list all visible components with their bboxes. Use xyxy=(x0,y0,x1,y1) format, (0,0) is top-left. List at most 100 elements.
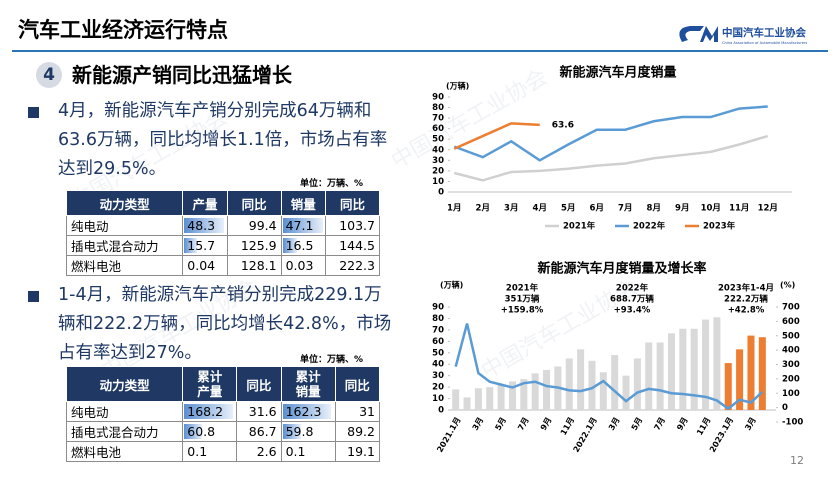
bar xyxy=(520,379,528,410)
bar xyxy=(531,373,539,410)
table-cell: 插电式混合动力 xyxy=(65,235,184,256)
bar xyxy=(645,342,653,410)
x-tick-label: 1月 xyxy=(447,204,461,214)
bar xyxy=(747,335,755,410)
watermark: 中国汽车工业协会 xyxy=(387,65,552,175)
bar xyxy=(622,375,630,410)
y-tick-label: 60 xyxy=(432,337,444,347)
annotation: +93.4% xyxy=(614,306,651,316)
table-cell: 125.9 xyxy=(226,235,282,256)
header-text: 销量 xyxy=(290,196,316,212)
annotation: 688.7万辆 xyxy=(610,294,654,305)
y-tick-label: 30 xyxy=(432,371,444,381)
y-tick-label: 40 xyxy=(432,360,444,370)
table-row: 燃料电池 0.1 2.6 0.1 19.1 xyxy=(65,441,381,462)
bar xyxy=(724,363,732,410)
cell-text: 222.3 xyxy=(339,258,375,273)
x-tick-label: 11月 xyxy=(729,204,749,214)
bar xyxy=(656,342,664,410)
y-tick-label: 90 xyxy=(432,93,444,103)
y2-tick-label: 700 xyxy=(782,303,800,313)
y2-tick-label: 100 xyxy=(782,389,800,399)
table-cell: 纯电动 xyxy=(65,401,184,422)
header-cell: 同比 xyxy=(324,190,381,216)
table: 动力类型 产量 同比 销量 同比 纯电动 48.3 99.4 47.1 103.7 插电式混合动力 1… xyxy=(65,190,381,276)
x-tick-label: 2023.1月 xyxy=(708,416,735,454)
y-tick-label: 60 xyxy=(432,124,444,134)
table-cell: 燃料电池 xyxy=(65,255,184,276)
bullet-text: 1-4月，新能源汽车产销分别完成229.1万辆和222.2万辆，同比均增长42.… xyxy=(58,285,392,363)
cell-text: 燃料电池 xyxy=(71,259,122,274)
bar xyxy=(474,388,482,410)
header-cell: 销量 xyxy=(280,190,326,216)
cell-text: 59.8 xyxy=(285,424,314,439)
header-text: 同比 xyxy=(246,377,272,393)
annotation: +42.8% xyxy=(728,306,765,316)
bar xyxy=(508,381,516,410)
x-tick-label: 3月 xyxy=(743,416,758,432)
table-cell: 222.3 xyxy=(324,255,381,276)
header-cell: 产量 xyxy=(182,190,228,216)
series-line xyxy=(453,122,540,150)
annotation: 351万辆 xyxy=(505,294,540,305)
table-unit: 单位：万辆、% xyxy=(300,355,364,365)
logo-name: 中国汽车工业协会 xyxy=(722,26,806,39)
table-cell: 89.2 xyxy=(334,421,381,442)
data-bar xyxy=(184,424,202,439)
cell-text: 144.5 xyxy=(339,238,375,253)
cell-text: 纯电动 xyxy=(71,219,109,234)
y-tick-label: 0 xyxy=(438,406,444,416)
header-cell: 动力类型 xyxy=(65,366,184,402)
bar xyxy=(497,384,505,410)
x-tick-label: 7月 xyxy=(516,416,531,432)
header-title: 汽车工业经济运行特点 xyxy=(18,18,228,42)
table-cell: 162.3 xyxy=(280,401,336,422)
legend-label: 2023年 xyxy=(703,221,736,232)
y-tick-label: 90 xyxy=(432,303,444,313)
y-tick-label: 20 xyxy=(432,166,444,176)
x-tick-label: 5月 xyxy=(561,204,575,214)
series-line xyxy=(454,323,764,411)
section-number: 4 xyxy=(36,62,62,88)
bar xyxy=(577,349,585,410)
bullet-text: 4月，新能源汽车产销分别完成64万辆和63.6万辆，同比均增长1.1倍，市场占有… xyxy=(58,101,388,179)
y2-tick-label: 600 xyxy=(782,317,800,327)
bar xyxy=(690,328,698,410)
cell-text: 2.6 xyxy=(256,444,277,459)
series-line xyxy=(453,105,768,162)
bullet-marker xyxy=(28,291,39,302)
cell-text: 燃料电池 xyxy=(71,445,122,460)
chart-title: 新能源汽车月度销量及增长率 xyxy=(537,261,706,277)
x-tick-label: 8月 xyxy=(647,204,661,214)
cell-text: 125.9 xyxy=(240,238,277,253)
bar xyxy=(679,328,687,410)
table-cell: 48.3 xyxy=(182,215,228,236)
y2-tick-label: 500 xyxy=(782,331,800,341)
y2-tick-label: -100 xyxy=(782,418,803,428)
cell-text: 0.03 xyxy=(285,258,314,273)
logo: 中国汽车工业协会 China Association of Automobile … xyxy=(679,26,807,45)
y-tick-label: 80 xyxy=(432,314,444,324)
header-cell: 同比 xyxy=(334,366,381,402)
y2-tick-label: 300 xyxy=(782,360,800,370)
bar xyxy=(702,319,710,410)
x-tick-label: 3月 xyxy=(471,416,486,432)
x-tick-label: 7月 xyxy=(652,416,667,432)
x-tick-label: 11月 xyxy=(695,416,712,437)
cell-text: 31.6 xyxy=(248,404,277,419)
table-cell: 0.1 xyxy=(182,441,238,462)
header-cell: 同比 xyxy=(226,190,282,216)
x-tick-label: 9月 xyxy=(539,416,554,432)
bar xyxy=(758,337,766,410)
cell-text: 48.3 xyxy=(187,218,216,233)
data-bar xyxy=(282,424,301,439)
x-tick-label: 5月 xyxy=(493,416,508,432)
table-unit: 单位：万辆、% xyxy=(300,179,364,189)
cell-text: 0.1 xyxy=(187,444,208,459)
y-tick-label: 10 xyxy=(432,177,444,187)
header-text: 同比 xyxy=(339,196,365,212)
cell-text: 128.1 xyxy=(240,258,277,273)
table-cell: 插电式混合动力 xyxy=(65,421,184,442)
header-text: 累计销量 xyxy=(295,369,321,399)
